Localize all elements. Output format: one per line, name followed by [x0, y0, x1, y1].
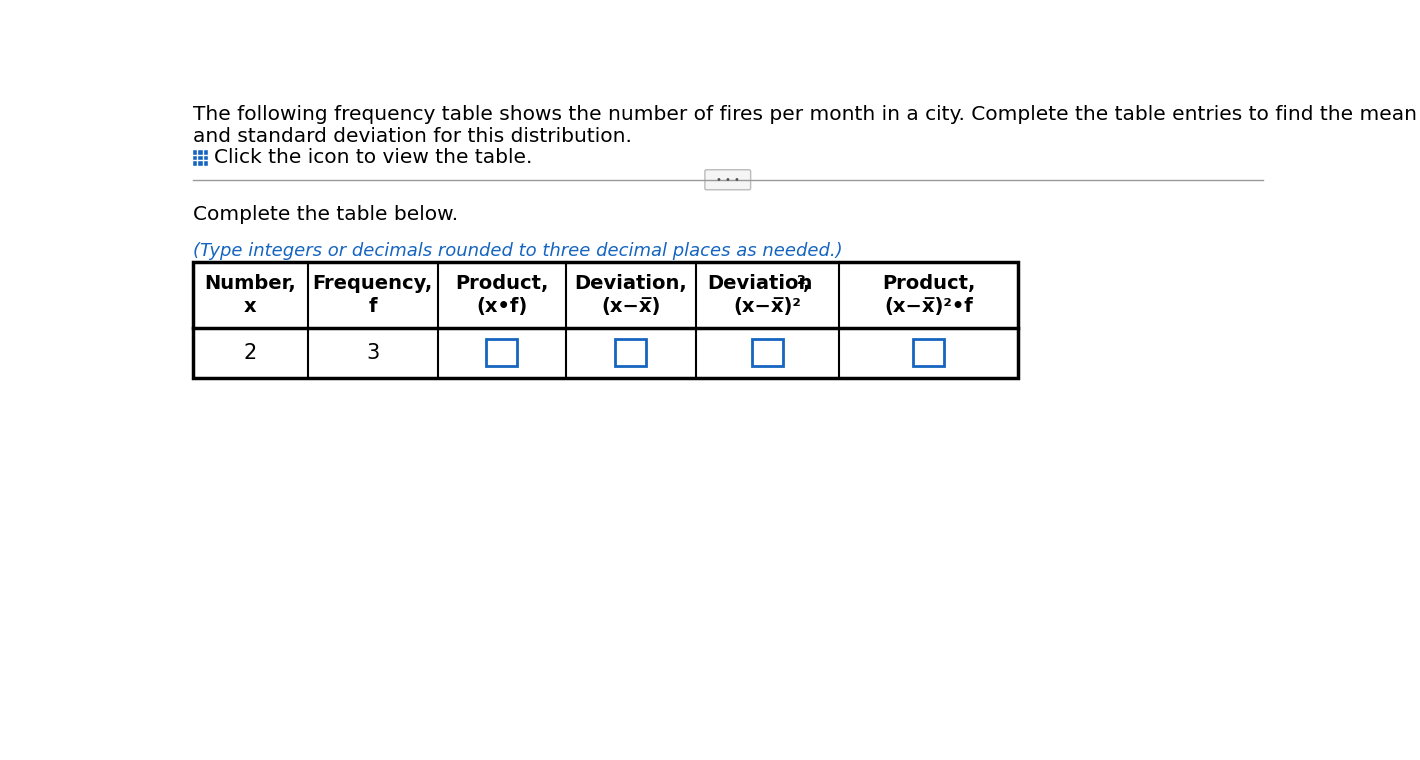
Bar — [193, 262, 1018, 378]
Bar — [199, 161, 203, 166]
Text: f: f — [369, 297, 378, 316]
Bar — [204, 161, 209, 166]
FancyBboxPatch shape — [615, 339, 646, 366]
Text: Product,: Product, — [456, 274, 548, 293]
Text: 2: 2 — [797, 274, 807, 287]
Text: • • •: • • • — [716, 175, 740, 185]
Bar — [199, 156, 203, 160]
FancyBboxPatch shape — [913, 339, 944, 366]
Text: (Type integers or decimals rounded to three decimal places as needed.): (Type integers or decimals rounded to th… — [193, 242, 842, 260]
Text: (x−x̅)²•f: (x−x̅)²•f — [885, 297, 973, 316]
FancyBboxPatch shape — [704, 169, 751, 190]
Text: x: x — [244, 297, 257, 316]
Bar — [204, 150, 209, 155]
Text: Frequency,: Frequency, — [312, 274, 433, 293]
Text: Number,: Number, — [204, 274, 297, 293]
Text: and standard deviation for this distribution.: and standard deviation for this distribu… — [193, 127, 632, 146]
Text: Deviation,: Deviation, — [575, 274, 687, 293]
Text: (x−x̅)²: (x−x̅)² — [734, 297, 802, 316]
Text: Deviation: Deviation — [707, 274, 812, 293]
Text: Click the icon to view the table.: Click the icon to view the table. — [213, 148, 532, 167]
Text: 2: 2 — [244, 343, 257, 363]
Bar — [193, 150, 197, 155]
Text: Product,: Product, — [882, 274, 976, 293]
Bar — [193, 161, 197, 166]
Text: (x•f): (x•f) — [476, 297, 527, 316]
FancyBboxPatch shape — [486, 339, 517, 366]
Text: 3: 3 — [366, 343, 379, 363]
Text: ,: , — [802, 274, 809, 293]
Bar — [204, 156, 209, 160]
Bar — [193, 156, 197, 160]
Text: Complete the table below.: Complete the table below. — [193, 205, 459, 224]
FancyBboxPatch shape — [753, 339, 784, 366]
Bar — [199, 150, 203, 155]
Text: (x−x̅): (x−x̅) — [601, 297, 660, 316]
Text: The following frequency table shows the number of fires per month in a city. Com: The following frequency table shows the … — [193, 105, 1417, 124]
Bar — [193, 262, 1018, 378]
